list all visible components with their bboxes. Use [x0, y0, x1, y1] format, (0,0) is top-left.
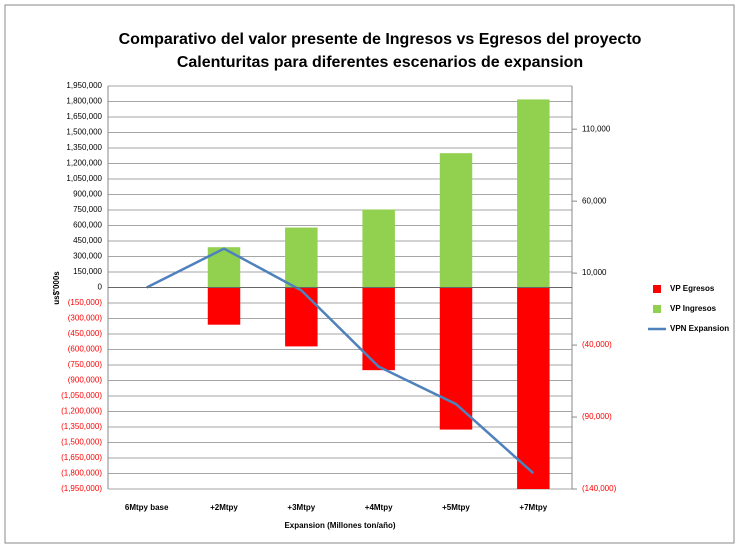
y-tick-label: 300,000: [73, 252, 102, 261]
legend-label: VP Egresos: [670, 284, 715, 293]
bar: [362, 287, 395, 371]
chart-title: Comparativo del valor presente de Ingres…: [119, 31, 642, 48]
y-tick-label: 1,500,000: [66, 128, 102, 137]
y-tick-label: 1,350,000: [66, 143, 102, 152]
y-tick-label: 1,200,000: [66, 159, 102, 168]
bar: [439, 287, 473, 430]
y-tick-label: (1,650,000): [61, 453, 102, 462]
y-tick-label: (300,000): [68, 314, 103, 323]
y-tick-label: (1,200,000): [61, 407, 102, 416]
bar: [285, 287, 318, 347]
bar: [362, 209, 395, 288]
bar: [439, 153, 473, 288]
x-tick-label: +2Mtpy: [210, 503, 238, 512]
y-axis-title: us$'000s: [52, 271, 61, 305]
y-tick-label: (1,350,000): [61, 422, 102, 431]
bar: [517, 99, 550, 288]
x-tick-label: 6Mtpy base: [125, 503, 169, 512]
x-tick-label: +4Mtpy: [365, 503, 393, 512]
y2-tick-label: 110,000: [582, 124, 611, 133]
y2-tick-label: 10,000: [582, 268, 607, 277]
y-tick-label: (1,800,000): [61, 469, 102, 478]
y-tick-label: (1,950,000): [61, 484, 102, 493]
y-tick-label: (750,000): [68, 360, 103, 369]
legend-label: VP Ingresos: [670, 304, 717, 313]
bar: [517, 287, 550, 489]
y2-tick-label: (140,000): [582, 484, 617, 493]
x-tick-label: +5Mtpy: [442, 503, 470, 512]
x-axis-title: Expansion (Millones ton/año): [284, 521, 395, 530]
y-tick-label: (450,000): [68, 329, 103, 338]
x-tick-label: +7Mtpy: [519, 503, 547, 512]
y2-tick-label: 60,000: [582, 196, 607, 205]
y-tick-label: 1,650,000: [66, 112, 102, 121]
y-tick-label: 1,950,000: [66, 81, 102, 90]
legend-label: VPN Expansion: [670, 324, 729, 333]
y-tick-label: 1,050,000: [66, 174, 102, 183]
legend-swatch: [653, 305, 661, 313]
y-tick-label: 1,800,000: [66, 97, 102, 106]
y-tick-label: (1,500,000): [61, 438, 102, 447]
y-tick-label: (600,000): [68, 345, 103, 354]
x-tick-label: +3Mtpy: [287, 503, 315, 512]
y-tick-label: (150,000): [68, 298, 103, 307]
y-tick-label: 900,000: [73, 190, 102, 199]
chart-subtitle: Calenturitas para diferentes escenarios …: [177, 54, 583, 71]
y-tick-label: 750,000: [73, 205, 102, 214]
y-tick-label: 150,000: [73, 267, 102, 276]
bar: [207, 287, 241, 325]
y2-tick-label: (90,000): [582, 412, 612, 421]
bar: [285, 227, 318, 288]
y-tick-label: (1,050,000): [61, 391, 102, 400]
y-tick-label: 450,000: [73, 236, 102, 245]
y-tick-label: 0: [98, 283, 103, 292]
line: [146, 247, 535, 475]
y2-tick-label: (40,000): [582, 340, 612, 349]
legend-swatch: [653, 285, 661, 293]
y-tick-label: 600,000: [73, 221, 102, 230]
y-tick-label: (900,000): [68, 376, 103, 385]
